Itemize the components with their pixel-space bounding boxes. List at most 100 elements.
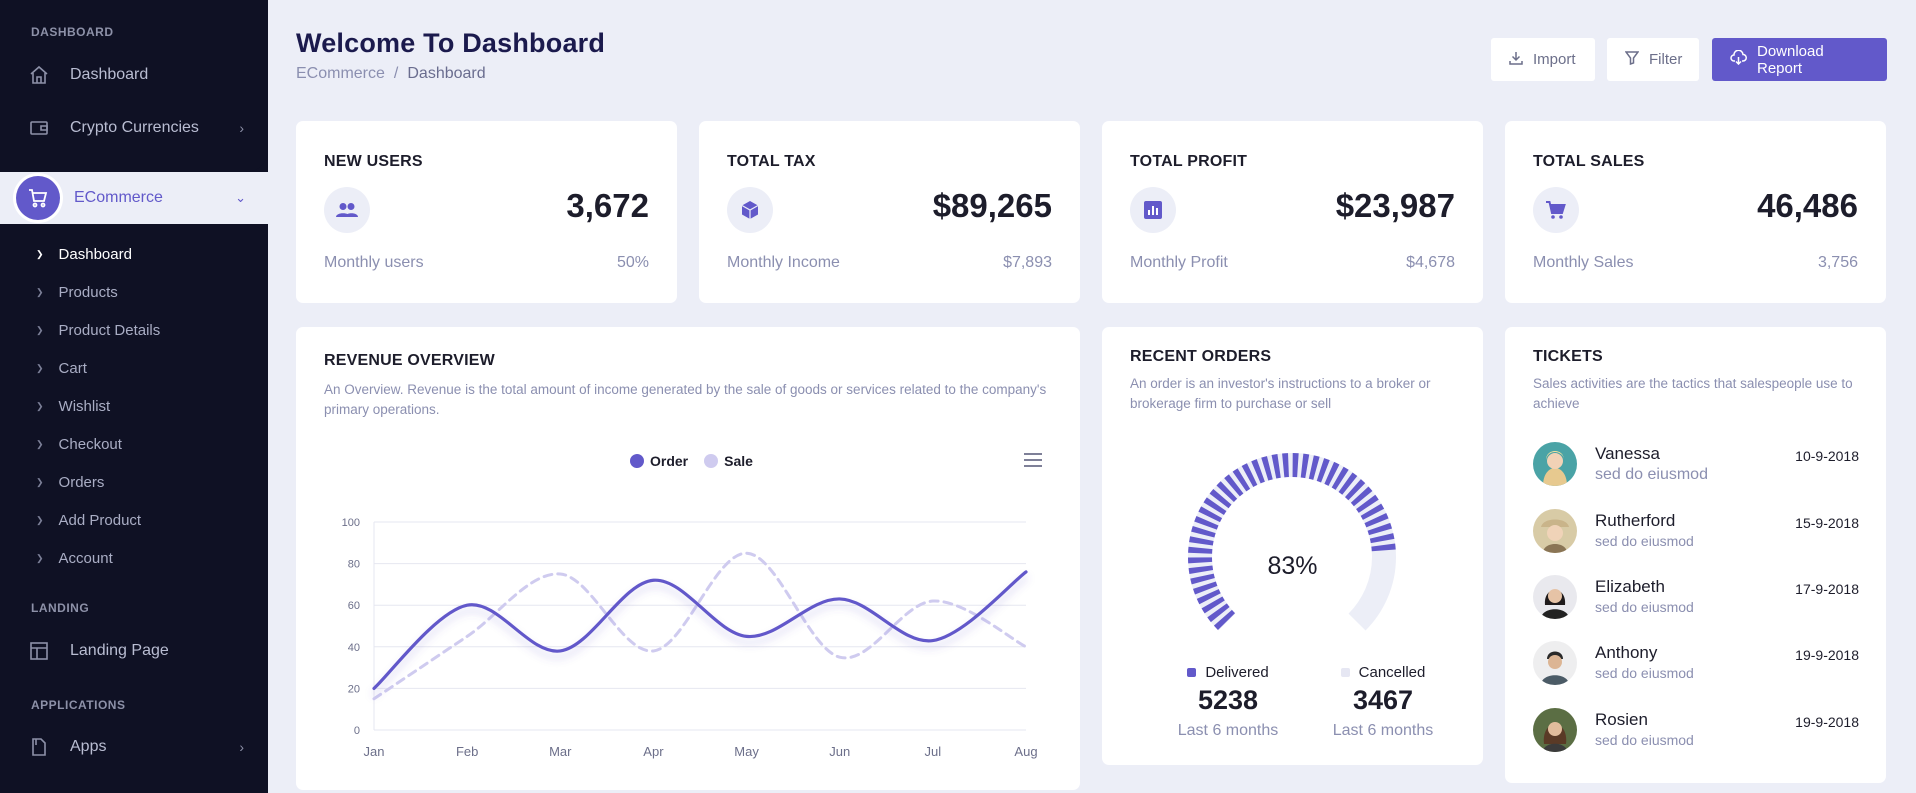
sidebar-item-label: Dashboard xyxy=(70,66,149,83)
sidebar-section-landing: LANDING xyxy=(31,601,90,615)
download-report-label: Download Report xyxy=(1757,42,1824,77)
ticket-sub: sed do eiusmod xyxy=(1595,466,1708,483)
sidebar-item-ecommerce[interactable]: ECommerce ⌄ xyxy=(14,172,268,224)
stat-sub-label: Monthly Income xyxy=(727,254,840,271)
breadcrumb-separator: / xyxy=(393,65,399,82)
sidebar-item-crypto[interactable]: Crypto Currencies › xyxy=(0,102,268,154)
sidebar-active-wrapper: ECommerce ⌄ xyxy=(0,144,268,252)
stat-value: 3,672 xyxy=(566,187,649,224)
gauge-segment xyxy=(1282,453,1289,478)
sidebar-subitem-dashboard[interactable]: ❯ Dashboard xyxy=(36,246,132,263)
legend-label-order[interactable]: Order xyxy=(650,453,689,469)
sidebar-subitem-cart[interactable]: ❯ Cart xyxy=(36,360,87,377)
gauge-segment xyxy=(1316,458,1330,483)
chart-legend: Order Sale xyxy=(630,453,753,469)
chevron-right-icon: › xyxy=(239,739,244,755)
chart-menu-icon[interactable] xyxy=(1024,453,1042,472)
sidebar-subitem-product-details[interactable]: ❯ Product Details xyxy=(36,322,160,339)
home-icon xyxy=(28,64,50,86)
cancelled-label: Cancelled xyxy=(1358,664,1426,681)
revenue-chart: 0 20 40 60 80 100 Jan Feb Mar Apr May Jun Jul Aug xyxy=(342,517,1038,759)
card-description-line: brokerage firm to purchase or sell xyxy=(1130,396,1332,411)
gauge-segment xyxy=(1350,486,1373,507)
arrow-right-icon: ❯ xyxy=(36,363,44,373)
ticket-date: 15-9-2018 xyxy=(1795,515,1859,531)
sidebar-subitem-orders[interactable]: ❯ Orders xyxy=(36,474,104,491)
gauge-segment xyxy=(1324,461,1340,486)
legend-label-sale[interactable]: Sale xyxy=(724,453,753,469)
gauge-segment xyxy=(1193,581,1218,595)
arrow-right-icon: ❯ xyxy=(36,249,44,259)
stat-sub-value: 3,756 xyxy=(1817,254,1858,271)
y-tick-label: 0 xyxy=(354,725,360,737)
stat-title: TOTAL TAX xyxy=(727,153,816,170)
ticket-date: 10-9-2018 xyxy=(1795,448,1859,464)
gauge-percent-label: 83% xyxy=(1267,552,1318,580)
gauge-segment xyxy=(1338,472,1358,495)
stat-sub-label: Monthly Profit xyxy=(1130,254,1228,271)
sidebar-item-label: ECommerce xyxy=(74,189,163,206)
cancelled-legend: Cancelled xyxy=(1318,664,1448,681)
sidebar-subitem-add-product[interactable]: ❯ Add Product xyxy=(36,512,141,529)
bar-chart-icon xyxy=(1130,187,1176,233)
sidebar-subitem-wishlist[interactable]: ❯ Wishlist xyxy=(36,398,110,415)
gauge-segment xyxy=(1188,546,1213,554)
import-button[interactable]: Import xyxy=(1491,38,1595,81)
delivered-stat: Delivered 5238 Last 6 months xyxy=(1168,664,1288,740)
breadcrumb: ECommerce / Dashboard xyxy=(296,65,486,83)
ticket-row[interactable]: Elizabeth sed do eiusmod 17-9-2018 xyxy=(1533,575,1859,623)
sidebar-subitem-account[interactable]: ❯ Account xyxy=(36,550,113,567)
gauge-segment xyxy=(1371,543,1396,552)
page-title: Welcome To Dashboard xyxy=(296,28,606,58)
users-icon xyxy=(324,187,370,233)
ticket-row[interactable]: Anthony sed do eiusmod 19-9-2018 xyxy=(1533,641,1859,689)
gauge-segment xyxy=(1261,456,1273,481)
stat-card-new-users: NEW USERS 3,672 Monthly users 50% xyxy=(296,121,677,303)
gauge-segment xyxy=(1241,463,1258,487)
series-line-order[interactable] xyxy=(372,570,1028,690)
sidebar-item-dashboard[interactable]: Dashboard xyxy=(0,49,268,101)
gauge-segment xyxy=(1194,515,1219,530)
arrow-right-icon: ❯ xyxy=(36,515,44,525)
breadcrumb-link[interactable]: ECommerce xyxy=(296,65,385,82)
sidebar-item-label: Landing Page xyxy=(70,642,169,659)
ticket-name: Anthony xyxy=(1595,643,1658,662)
filter-button[interactable]: Filter xyxy=(1607,38,1699,81)
gauge-segment xyxy=(1209,488,1232,509)
download-icon xyxy=(1509,51,1523,69)
subitem-label: Product Details xyxy=(58,322,161,339)
breadcrumb-current: Dashboard xyxy=(407,65,486,82)
y-tick-label: 80 xyxy=(348,559,360,571)
card-description-line: achieve xyxy=(1533,396,1580,411)
subitem-label: Cart xyxy=(58,360,87,377)
gauge-segment xyxy=(1201,596,1225,614)
layout-icon xyxy=(28,640,50,662)
stat-value: $89,265 xyxy=(932,187,1052,224)
arrow-right-icon: ❯ xyxy=(36,553,44,563)
ticket-row[interactable]: Rosien sed do eiusmod 19-9-2018 xyxy=(1533,708,1859,756)
gauge-segment xyxy=(1300,453,1310,479)
gauge-segment xyxy=(1207,603,1230,623)
ticket-row[interactable]: Vanessa sed do eiusmod 10-9-2018 xyxy=(1533,442,1859,490)
sidebar-item-landing-page[interactable]: Landing Page xyxy=(0,625,268,677)
ticket-name: Vanessa xyxy=(1595,444,1660,463)
sidebar-subitem-checkout[interactable]: ❯ Checkout xyxy=(36,436,122,453)
gauge-segment xyxy=(1196,589,1221,605)
apps-icon xyxy=(28,736,50,758)
series-line-sale[interactable] xyxy=(372,551,1028,701)
download-report-button[interactable]: Download Report xyxy=(1712,38,1887,81)
sidebar-subitem-products[interactable]: ❯ Products xyxy=(36,284,118,301)
sidebar-item-apps[interactable]: Apps › xyxy=(0,721,268,773)
import-label: Import xyxy=(1533,51,1576,68)
card-description-line: An Overview. Revenue is the total amount… xyxy=(324,382,1047,397)
ticket-sub: sed do eiusmod xyxy=(1595,665,1694,681)
cancelled-marker xyxy=(1340,668,1350,677)
ticket-row[interactable]: Rutherford sed do eiusmod 15-9-2018 xyxy=(1533,509,1859,557)
delivered-marker xyxy=(1187,668,1197,677)
y-tick-label: 20 xyxy=(348,683,360,695)
avatar xyxy=(1533,708,1577,752)
sidebar-section-applications: APPLICATIONS xyxy=(31,698,126,712)
stat-sub-value: 50% xyxy=(616,254,649,271)
gauge-segment xyxy=(1308,455,1320,480)
gauge-segment xyxy=(1344,479,1366,501)
